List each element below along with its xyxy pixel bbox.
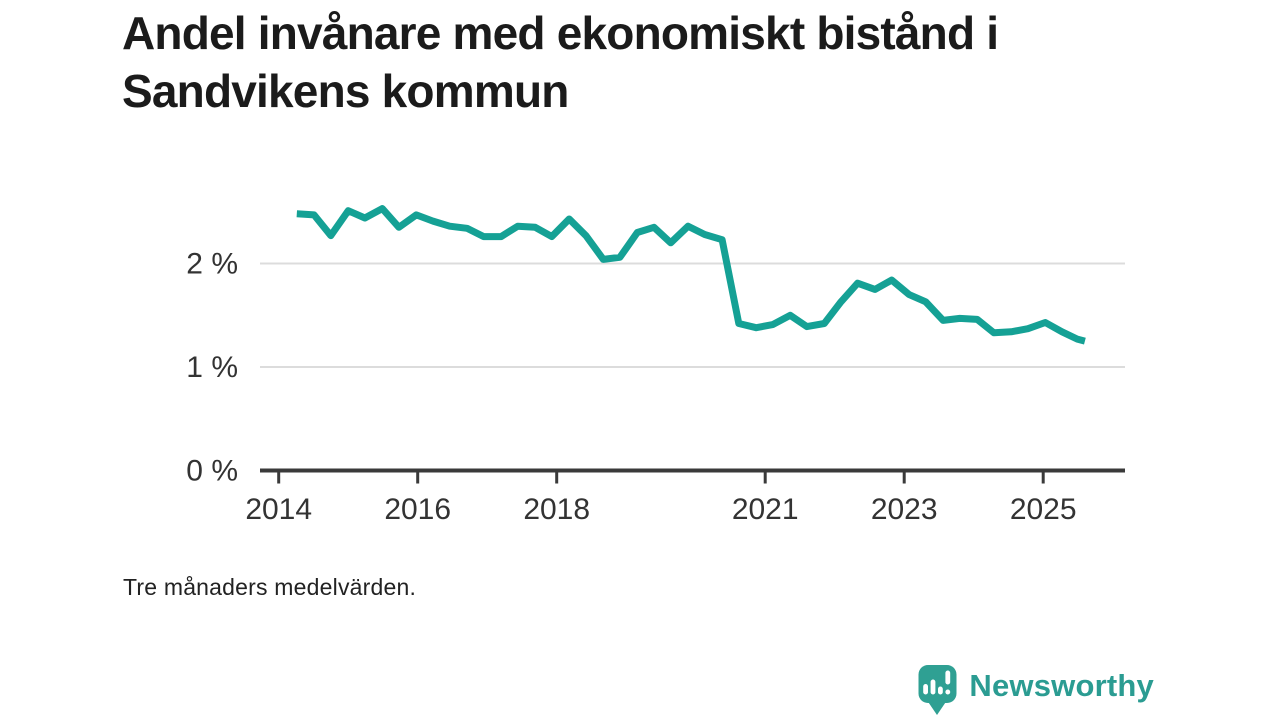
newsworthy-logo: Newsworthy xyxy=(917,662,1154,720)
speech-bubble-tail xyxy=(927,700,947,715)
y-axis-tick-label: 0 % xyxy=(186,455,238,488)
y-axis-tick-label: 2 % xyxy=(186,248,238,281)
x-axis-tick-label: 2021 xyxy=(732,493,799,526)
brand-wordmark: Newsworthy xyxy=(969,667,1154,703)
page-title: Andel invånare med ekonomiskt bistånd i … xyxy=(122,7,999,118)
x-axis-tick-label: 2014 xyxy=(245,493,312,526)
speech-bubble-shape xyxy=(918,664,957,703)
bar-chart-speech-bubble-icon xyxy=(918,664,957,715)
x-axis-tick-label: 2023 xyxy=(871,493,938,526)
y-axis-tick-label: 1 % xyxy=(186,351,238,384)
x-axis-tick-label: 2025 xyxy=(1010,493,1077,526)
x-axis-tick-label: 2018 xyxy=(523,493,590,526)
trend-line xyxy=(296,205,1086,345)
chart-footnote: Tre månaders medelvärden. xyxy=(123,574,417,600)
x-axis-tick-label: 2016 xyxy=(384,493,451,526)
